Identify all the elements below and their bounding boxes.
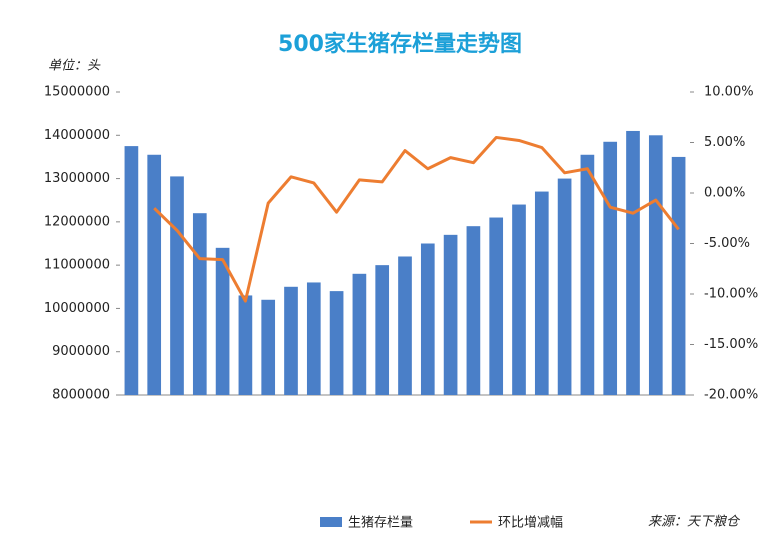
legend-label: 环比增减幅 [498,516,563,531]
y2-tick-label: 5.00% [704,135,745,150]
bar [329,291,344,395]
bar [420,243,435,395]
bar [626,130,640,395]
chart-title: 500家生猪存栏量走势图 [278,31,522,57]
bar [648,135,663,396]
y-tick-label: 14000000 [44,128,110,143]
bar [466,226,481,395]
bar [147,154,162,395]
y2-tick-label: 10.00% [704,85,754,100]
bar [443,234,458,395]
line [153,135,680,303]
bar [375,265,390,395]
bar [215,247,230,395]
bar [192,213,207,395]
y-tick-label: 12000000 [44,214,110,229]
bar [261,299,276,395]
y2-tick-label: -20.00% [704,388,758,403]
bar [580,154,595,395]
bar [352,273,367,395]
bar [671,156,686,395]
y2-tick-label: -5.00% [704,236,750,251]
bar [306,282,321,395]
bar [398,256,412,395]
bar [557,178,572,395]
bar [534,191,549,395]
y-tick-label: 11000000 [44,258,110,273]
bar [284,286,298,395]
y-tick-label: 10000000 [44,301,110,316]
source-label: 来源：天下粮仓 [648,515,741,530]
bar [512,204,526,395]
bar [489,217,504,395]
y2-tick-label: -15.00% [704,337,758,352]
y-tick-label: 8000000 [52,388,110,403]
bar [238,295,253,395]
y-tick-label: 13000000 [44,171,110,186]
legend-swatch [320,517,342,527]
legend-label: 生猪存栏量 [348,516,413,531]
bar [170,176,184,395]
bar [124,146,139,395]
y2-tick-label: 0.00% [704,186,745,201]
y2-tick-label: -10.00% [704,287,758,302]
bar [603,141,618,395]
y-tick-label: 15000000 [44,85,110,100]
unit-label: 单位：头 [48,58,101,74]
y-tick-label: 9000000 [52,344,110,359]
